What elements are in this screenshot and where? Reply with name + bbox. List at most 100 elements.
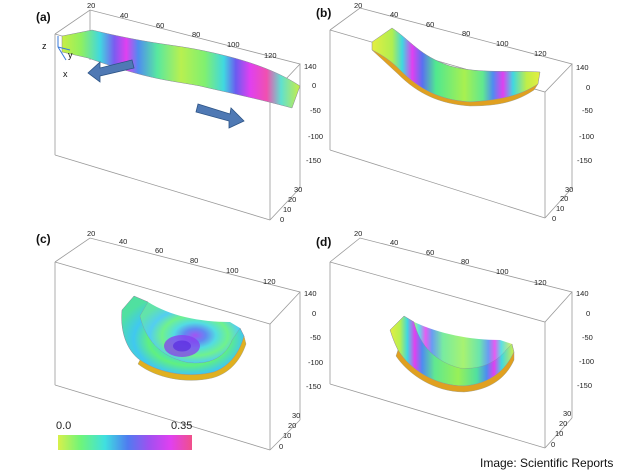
tick-label: 100 <box>496 267 509 276</box>
tick-label: -50 <box>310 333 321 342</box>
plate-edge-c <box>137 335 247 381</box>
panel-a: z y x (a) 20 40 60 80 100 120 140 0 -50 … <box>36 1 323 224</box>
panel-label-c: (c) <box>36 232 51 246</box>
y-axis-label: y <box>68 50 73 60</box>
tick-label: 20 <box>354 1 362 10</box>
tick-label: 40 <box>119 237 127 246</box>
tick-label: 20 <box>288 195 296 204</box>
tick-label: 60 <box>426 248 434 257</box>
colorbar-max-label: 0.35 <box>171 420 192 432</box>
tick-label: 30 <box>565 185 573 194</box>
tick-label: 120 <box>534 49 547 58</box>
tick-label: 0 <box>280 215 284 224</box>
plate-inner-d <box>404 316 512 369</box>
image-credit: Image: Scientific Reports <box>480 456 613 470</box>
axis-triad: z y x <box>42 36 73 79</box>
colorbar: 0.0 0.35 <box>56 420 192 450</box>
deformed-plate-b <box>371 27 541 103</box>
bounding-box-b <box>329 7 573 219</box>
tick-label: 20 <box>354 229 362 238</box>
tick-label: 40 <box>390 238 398 247</box>
tick-label: 30 <box>563 409 571 418</box>
tick-label: 20 <box>87 1 95 10</box>
tick-label: 80 <box>190 256 198 265</box>
depth-ticks-d: 30 20 10 0 <box>551 409 571 449</box>
top-ticks-b: 20 40 60 80 100 120 <box>354 1 547 58</box>
tick-label: -150 <box>577 381 592 390</box>
right-ticks-a: 140 0 -50 -100 -150 <box>304 62 323 165</box>
tick-label: 120 <box>264 51 277 60</box>
x-axis-label: x <box>63 69 68 79</box>
bounding-box-d <box>329 237 573 449</box>
colorbar-min-label: 0.0 <box>56 420 71 432</box>
tick-label: 10 <box>555 429 563 438</box>
load-arrow-right <box>195 103 245 129</box>
tick-label: 10 <box>283 431 291 440</box>
top-ticks-c: 20 40 60 80 100 120 <box>87 229 276 286</box>
tick-label: 30 <box>292 411 300 420</box>
tick-label: 60 <box>426 20 434 29</box>
bounding-box-c <box>54 237 301 451</box>
right-ticks-b: 140 0 -50 -100 -150 <box>576 63 594 165</box>
load-arrow-left <box>87 59 135 83</box>
deformed-plate-a <box>61 29 301 109</box>
tick-label: 80 <box>192 30 200 39</box>
tick-label: 10 <box>283 205 291 214</box>
panel-label-d: (d) <box>316 235 331 249</box>
tick-label: 20 <box>87 229 95 238</box>
tick-label: 120 <box>263 277 276 286</box>
tick-label: -100 <box>308 358 323 367</box>
tick-label: -50 <box>310 106 321 115</box>
tick-label: 140 <box>304 62 317 71</box>
colorbar-gradient <box>58 435 192 450</box>
tick-label: -150 <box>306 156 321 165</box>
tick-label: 40 <box>390 10 398 19</box>
tick-label: 100 <box>496 39 509 48</box>
tick-label: 140 <box>576 63 589 72</box>
tick-label: 0 <box>551 440 555 449</box>
tick-label: 0 <box>586 83 590 92</box>
right-ticks-d: 140 0 -50 -100 -150 <box>576 289 594 390</box>
top-ticks-d: 20 40 60 80 100 120 <box>354 229 547 287</box>
tick-label: 100 <box>226 266 239 275</box>
panel-c: (c) 20 40 60 80 100 120 140 0 -50 -100 -… <box>36 229 323 451</box>
tick-label: 20 <box>559 419 567 428</box>
panel-label-a: (a) <box>36 10 51 24</box>
tick-label: 0 <box>586 309 590 318</box>
depth-ticks-c: 30 20 10 0 <box>279 411 300 451</box>
tick-label: 0 <box>312 309 316 318</box>
tick-label: -100 <box>579 132 594 141</box>
right-ticks-c: 140 0 -50 -100 -150 <box>304 289 323 391</box>
tick-label: 0 <box>279 442 283 451</box>
tick-label: 140 <box>576 289 589 298</box>
top-ticks-a: 20 40 60 80 100 120 <box>87 1 277 60</box>
tick-label: 80 <box>462 29 470 38</box>
panel-label-b: (b) <box>316 6 331 20</box>
panel-b: (b) 20 40 60 80 100 120 140 0 -50 -100 -… <box>316 1 594 223</box>
tick-label: 0 <box>312 81 316 90</box>
tick-label: 60 <box>156 21 164 30</box>
tick-label: 100 <box>227 40 240 49</box>
tick-label: 30 <box>294 185 302 194</box>
tick-label: 120 <box>534 278 547 287</box>
tick-label: -150 <box>306 382 321 391</box>
tick-label: -100 <box>579 357 594 366</box>
tick-label: 40 <box>120 11 128 20</box>
tick-label: -50 <box>582 106 593 115</box>
plate-edge-d <box>395 349 515 393</box>
z-axis-label: z <box>42 41 47 51</box>
tick-label: -100 <box>308 132 323 141</box>
tick-label: 10 <box>556 204 564 213</box>
peak-core-c <box>173 340 191 352</box>
panel-d: (d) 20 40 60 80 100 120 140 0 -50 -100 -… <box>316 229 594 449</box>
tick-label: -150 <box>577 156 592 165</box>
depth-ticks-b: 30 20 10 0 <box>552 185 573 223</box>
tick-label: 140 <box>304 289 317 298</box>
plate-edge-b <box>371 49 539 107</box>
depth-ticks-a: 30 20 10 0 <box>280 185 302 224</box>
tick-label: -50 <box>582 333 593 342</box>
tick-label: 20 <box>560 194 568 203</box>
tick-label: 0 <box>552 214 556 223</box>
tick-label: 80 <box>461 257 469 266</box>
